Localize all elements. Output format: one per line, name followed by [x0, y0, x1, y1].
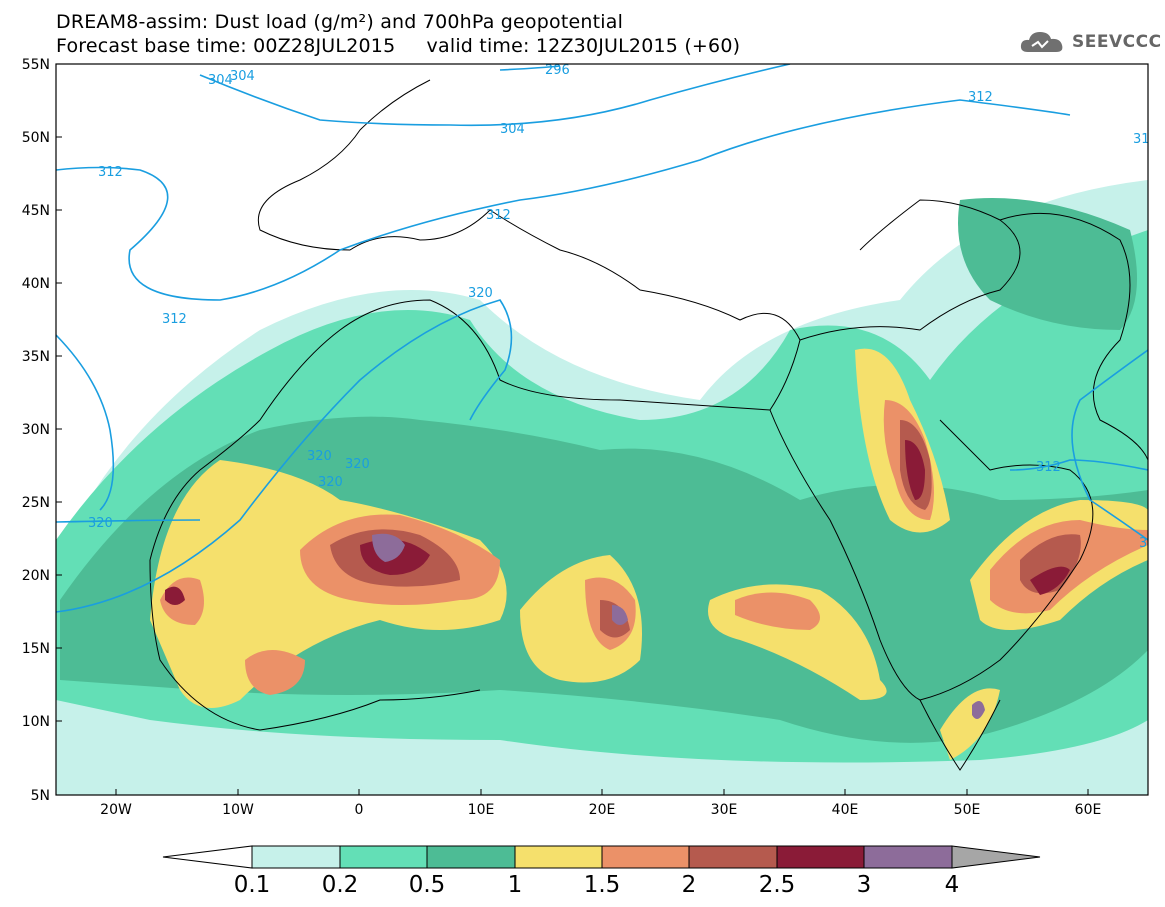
colorbar-right-arrow — [951, 845, 1041, 869]
svg-text:320: 320 — [318, 475, 343, 490]
cloud-icon — [1020, 32, 1063, 52]
map-title: DREAM8-assim: Dust load (g/m²) and 700hP… — [56, 11, 624, 33]
svg-text:312: 312 — [968, 90, 993, 105]
colorbar-left-arrow — [162, 845, 253, 869]
lat-label: 5N — [31, 788, 50, 804]
lon-label: 50E — [954, 802, 981, 818]
map-subtitle: Forecast base time: 00Z28JUL2015 valid t… — [56, 35, 741, 57]
lon-label: 40E — [832, 802, 859, 818]
lat-label: 25N — [22, 495, 50, 511]
colorbar-swatch — [426, 845, 516, 869]
lon-label: 10E — [468, 802, 495, 818]
colorbar-label: 0.1 — [233, 872, 271, 898]
lat-label: 15N — [22, 641, 50, 657]
colorbar-swatch — [863, 845, 953, 869]
svg-text:320: 320 — [468, 286, 493, 301]
colorbar-label: 1 — [507, 872, 523, 898]
svg-text:312: 312 — [162, 312, 187, 327]
lat-label: 50N — [22, 130, 50, 146]
svg-text:304: 304 — [208, 73, 233, 88]
svg-text:320: 320 — [345, 457, 370, 472]
colorbar-swatch — [339, 845, 428, 869]
colorbar-swatch — [776, 845, 865, 869]
lon-label: 20W — [100, 802, 132, 818]
lat-label: 35N — [22, 349, 50, 365]
dust-field — [56, 64, 1148, 795]
lat-label: 55N — [22, 57, 50, 73]
colorbar-label: 0.5 — [408, 872, 446, 898]
lon-label: 20E — [589, 802, 616, 818]
svg-text:304: 304 — [500, 122, 525, 137]
contour-labels: 304 304 296 304 312 312 312 312 320 320 … — [88, 63, 1150, 551]
colorbar-swatch — [251, 845, 341, 869]
geopotential-contours — [56, 64, 1148, 613]
colorbar-label: 2.5 — [758, 872, 796, 898]
colorbar-label: 3 — [856, 872, 872, 898]
coastlines — [149, 79, 1148, 771]
colorbar-label: 2 — [681, 872, 697, 898]
axis-ticks — [56, 63, 1089, 795]
svg-text:312: 312 — [486, 208, 511, 223]
longitude-labels: 20W 10W 0 10E 20E 30E 40E 50E 60E — [100, 802, 1101, 818]
colorbar-label: 1.5 — [583, 872, 621, 898]
colorbar-swatch — [688, 845, 778, 869]
lon-label: 10W — [222, 802, 254, 818]
seevccc-logo: SEEVCCC — [1018, 28, 1162, 56]
svg-text:312: 312 — [1036, 460, 1061, 475]
colorbar-swatch — [601, 845, 690, 869]
lat-label: 10N — [22, 714, 50, 730]
svg-text:296: 296 — [545, 63, 570, 78]
lat-label: 40N — [22, 276, 50, 292]
lon-label: 0 — [355, 802, 364, 818]
svg-text:320: 320 — [88, 516, 113, 531]
lon-label: 30E — [711, 802, 738, 818]
colorbar — [162, 845, 1041, 869]
lat-label: 20N — [22, 568, 50, 584]
svg-text:320: 320 — [307, 449, 332, 464]
svg-text:304: 304 — [230, 69, 255, 84]
latitude-labels: 55N 50N 45N 40N 35N 30N 25N 20N 15N 10N … — [22, 57, 50, 804]
colorbar-swatch — [514, 845, 603, 869]
colorbar-label: 0.2 — [321, 872, 359, 898]
svg-text:3: 3 — [1139, 536, 1147, 551]
svg-text:31: 31 — [1133, 132, 1150, 147]
logo-text: SEEVCCC — [1072, 32, 1162, 52]
lon-label: 60E — [1075, 802, 1102, 818]
lat-label: 45N — [22, 203, 50, 219]
colorbar-label: 4 — [944, 872, 960, 898]
svg-text:312: 312 — [98, 165, 123, 180]
lat-label: 30N — [22, 422, 50, 438]
